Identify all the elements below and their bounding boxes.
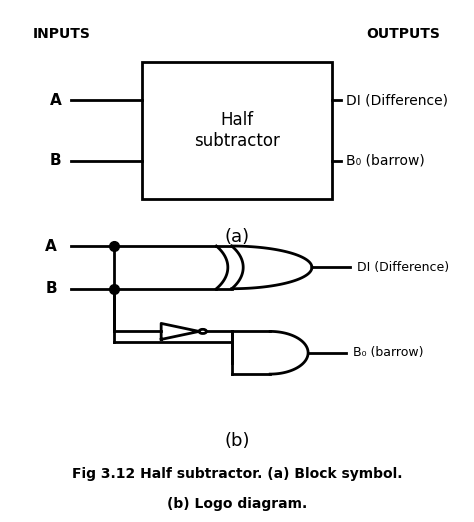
Text: (b) Logo diagram.: (b) Logo diagram.: [167, 497, 307, 511]
Bar: [142, 62, 332, 199]
Text: (b): (b): [224, 432, 250, 450]
Text: Fig 3.12 Half subtractor. (a) Block symbol.: Fig 3.12 Half subtractor. (a) Block symb…: [72, 468, 402, 481]
Text: B: B: [45, 281, 57, 296]
Text: A: A: [50, 93, 62, 108]
Text: INPUTS: INPUTS: [33, 28, 91, 41]
Text: Half
subtractor: Half subtractor: [194, 111, 280, 150]
Text: (a): (a): [224, 228, 250, 246]
Text: B: B: [50, 153, 62, 168]
Text: B₀ (barrow): B₀ (barrow): [353, 346, 424, 359]
Text: A: A: [45, 239, 57, 254]
Text: DI (Difference): DI (Difference): [346, 93, 448, 108]
Text: B₀ (barrow): B₀ (barrow): [346, 153, 425, 168]
Text: OUTPUTS: OUTPUTS: [366, 28, 440, 41]
Text: DI (Difference): DI (Difference): [357, 261, 449, 274]
